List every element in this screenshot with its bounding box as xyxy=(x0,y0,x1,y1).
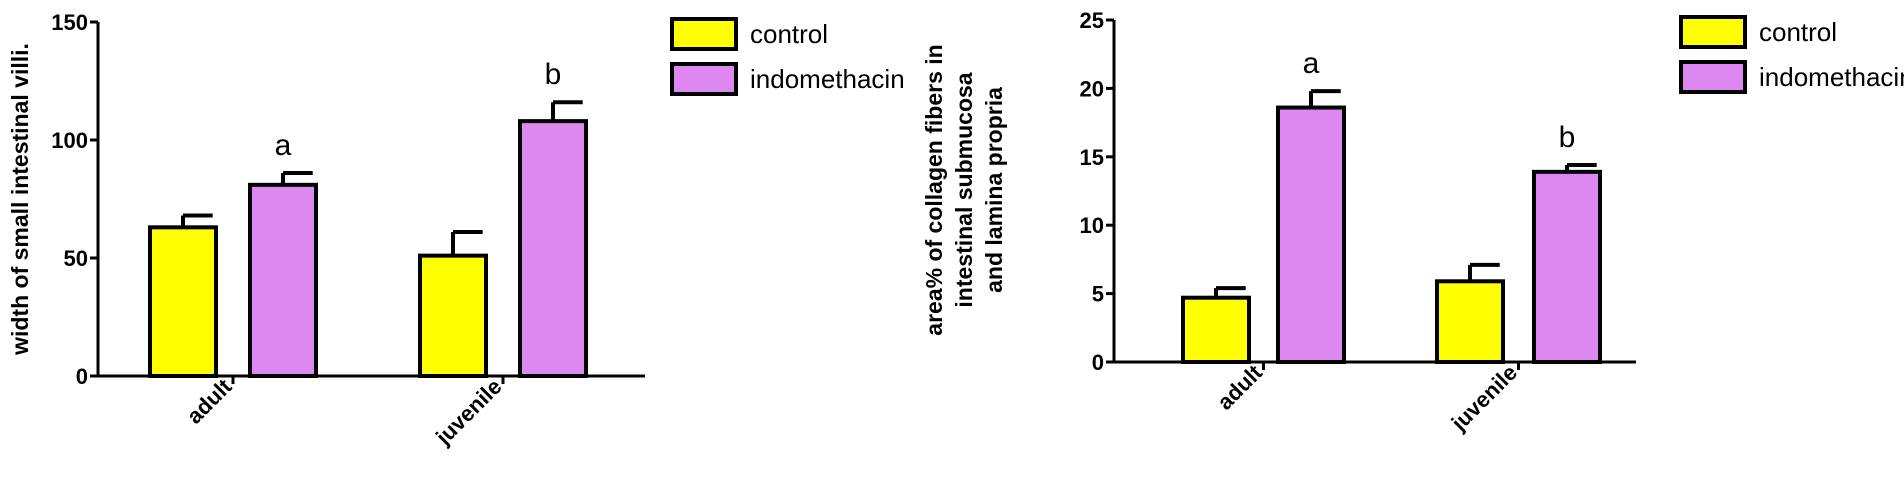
y-tick-label: 10 xyxy=(1080,213,1104,238)
legend-swatch-indomethacin xyxy=(1679,60,1747,94)
legend-swatch-indomethacin xyxy=(670,62,738,96)
y-tick-label: 100 xyxy=(51,128,88,153)
bar-control-juvenile xyxy=(1435,279,1505,364)
y-tick-label: 0 xyxy=(76,364,88,389)
y-tick-label: 0 xyxy=(1092,350,1104,375)
y-tick-label: 20 xyxy=(1080,76,1104,101)
legend-swatch-control xyxy=(1679,15,1747,49)
y-tick-label: 150 xyxy=(51,10,88,35)
bar-control-adult xyxy=(148,225,218,378)
y-tick-label: 50 xyxy=(64,246,88,271)
significance-label: b xyxy=(1559,121,1576,154)
y-axis-label: width of small intestinal villi. xyxy=(7,43,33,356)
legend: control indomethacin xyxy=(670,17,905,96)
x-category-label: juvenile xyxy=(1446,360,1522,436)
legend-label: indomethacin xyxy=(1759,62,1904,92)
bar-indomethacin-juvenile xyxy=(518,119,588,379)
bar-control-adult xyxy=(1181,295,1251,365)
x-category-label: adult xyxy=(182,373,237,428)
y-tick-label: 5 xyxy=(1092,282,1104,307)
y-tick-label: 15 xyxy=(1080,145,1104,170)
significance-label: a xyxy=(275,129,292,162)
bar-indomethacin-adult xyxy=(248,182,318,378)
bar-indomethacin-juvenile xyxy=(1532,169,1602,364)
y-axis-label-line: intestinal submucosa xyxy=(951,72,977,307)
legend-label: control xyxy=(1759,17,1837,47)
bar-control-juvenile xyxy=(418,253,488,378)
y-axis-label-line: and lamina propria xyxy=(981,87,1007,293)
chart-1: 0 50 100 150 adult juvenile a b width of small i… xyxy=(7,10,905,450)
x-category-label: juvenile xyxy=(430,374,506,450)
legend-label: control xyxy=(750,19,828,49)
legend: control indomethacin xyxy=(1679,15,1904,94)
legend-label: indomethacin xyxy=(750,64,905,94)
y-tick-label: 25 xyxy=(1080,8,1104,33)
chart-2: 0 5 10 15 20 25 adult juvenile a b area% of collag… xyxy=(921,8,1904,436)
legend-swatch-control xyxy=(670,17,738,51)
x-category-label: adult xyxy=(1212,359,1267,414)
y-axis-label-line: area% of collagen fibers in xyxy=(921,44,947,335)
significance-label: a xyxy=(1303,47,1320,80)
bar-indomethacin-adult xyxy=(1276,105,1346,364)
significance-label: b xyxy=(545,58,562,91)
